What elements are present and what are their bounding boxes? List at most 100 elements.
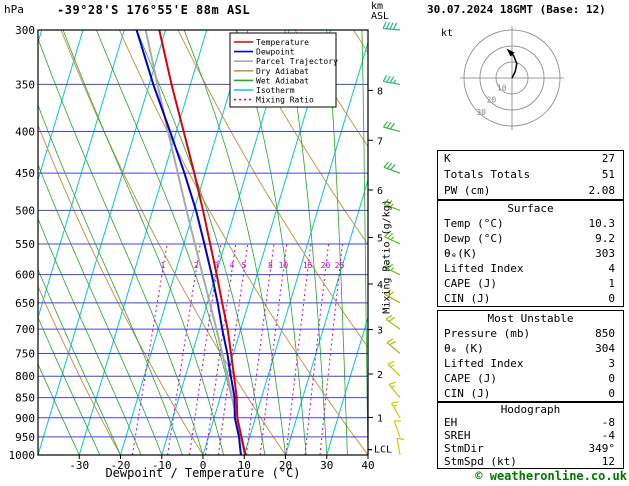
svg-text:8: 8 [268,261,273,270]
stat-value: 27 [601,152,615,165]
pressure-axis-unit: hPa [4,3,24,16]
svg-text:Temperature: Temperature [256,38,309,47]
svg-text:300: 300 [15,24,35,37]
svg-text:25: 25 [335,261,345,270]
mixing-ratio-axis-label: Mixing Ratio (g/kg) [381,199,393,314]
svg-text:3: 3 [377,326,383,337]
svg-text:Parcel Trajectory: Parcel Trajectory [256,57,338,66]
svg-text:Wet Adiabat: Wet Adiabat [256,76,309,85]
stat-value: 3 [608,357,615,370]
stat-label: Dewp (°C) [444,232,504,245]
svg-text:750: 750 [15,347,35,360]
stat-label: K [444,152,451,165]
svg-text:6: 6 [377,186,383,197]
stat-label: CAPE (J) [444,277,497,290]
svg-text:1: 1 [377,413,383,424]
wind-barb-column [382,21,405,456]
stat-label: CIN (J) [444,292,491,305]
svg-text:40: 40 [361,459,374,472]
svg-text:Isotherm: Isotherm [256,86,295,95]
most_unstable-row: Lifted Index 3 [438,356,623,371]
stat-value: 12 [601,455,615,468]
hodograph-row: StmDir 349° [438,442,623,455]
svg-text:10: 10 [497,83,507,92]
svg-text:LCL: LCL [374,445,392,456]
surface-row: CIN (J) 0 [438,291,623,306]
svg-text:1000: 1000 [9,449,36,462]
stat-value: -4 [601,429,615,442]
svg-text:kt: kt [441,28,453,39]
stat-label: θₑ (K) [444,342,484,355]
stat-label: Temp (°C) [444,217,504,230]
stats-table: K 27 Totals Totals 51 PW (cm) 2.08 [437,150,624,200]
stat-value: 51 [601,168,615,181]
most_unstable-row: CAPE (J) 0 [438,371,623,386]
hodograph-row: SREH -4 [438,429,623,442]
svg-text:550: 550 [15,238,35,251]
km-axis-title-line1: km [371,1,384,12]
svg-text:20: 20 [321,261,331,270]
svg-text:500: 500 [15,204,35,217]
stat-value: 349° [588,442,616,455]
stat-value: 4 [608,262,615,275]
stat-label: PW (cm) [444,184,491,197]
surface-row: Temp (°C) 10.3 [438,216,623,231]
svg-text:600: 600 [15,269,35,282]
most_unstable-table: Most Unstable Pressure (mb) 850 θₑ (K) 304 Li… [437,310,624,402]
stat-label: θₑ(K) [444,247,478,260]
stat-label: StmDir [444,442,484,455]
svg-text:850: 850 [15,392,35,405]
surface-table-title: Surface [507,202,554,215]
stat-label: SREH [444,429,471,442]
svg-text:0: 0 [200,459,207,472]
datetime-label: 30.07.2024 18GMT (Base: 12) [427,3,606,16]
svg-text:350: 350 [15,78,35,91]
stat-label: Pressure (mb) [444,327,531,340]
svg-text:20: 20 [487,96,497,105]
stat-value: 10.3 [588,217,616,230]
hodograph-table: Hodograph EH -8 SREH -4 StmDir 349° StmSpd (kt)… [437,402,624,469]
svg-text:-20: -20 [111,459,131,472]
svg-text:7: 7 [377,136,383,147]
svg-text:900: 900 [15,412,35,425]
svg-text:450: 450 [15,167,35,180]
svg-text:-10: -10 [152,459,172,472]
stat-value: -8 [601,416,615,429]
svg-text:Dry Adiabat: Dry Adiabat [256,67,309,76]
svg-text:650: 650 [15,297,35,310]
stat-value: 304 [595,342,615,355]
stat-label: StmSpd (kt) [444,455,517,468]
hodograph-row: EH -8 [438,416,623,429]
skewt-diagram: 1 2 3 4 5 8 10 15 20 2530035040045050055060065070… [9,21,405,472]
surface-row: θₑ(K) 303 [438,246,623,261]
svg-text:1: 1 [160,261,165,270]
km-axis-title-line2: ASL [371,11,390,22]
most_unstable-row: CIN (J) 0 [438,386,623,401]
hodograph-row: StmSpd (kt) 12 [438,455,623,468]
svg-text:3: 3 [214,261,219,270]
svg-text:2: 2 [194,261,199,270]
stat-label: Totals Totals [444,168,531,181]
stat-value: 303 [595,247,615,260]
svg-text:30: 30 [476,108,486,117]
svg-text:10: 10 [238,459,251,472]
stat-value: 0 [608,387,615,400]
svg-text:400: 400 [15,126,35,139]
stat-label: CAPE (J) [444,372,497,385]
stats-row: PW (cm) 2.08 [438,183,623,199]
svg-text:5: 5 [377,233,383,244]
stat-value: 0 [608,292,615,305]
page-title: -39°28'S 176°55'E 88m ASL [57,3,251,17]
svg-text:700: 700 [15,323,35,336]
svg-text:4: 4 [377,280,383,291]
svg-text:4: 4 [230,261,235,270]
hodograph-table-title: Hodograph [500,403,561,416]
svg-text:5: 5 [242,261,247,270]
stat-value: 9.2 [595,232,615,245]
stats-row: Totals Totals 51 [438,167,623,183]
stat-value: 1 [608,277,615,290]
stat-value: 2.08 [588,184,616,197]
surface-row: Lifted Index 4 [438,261,623,276]
